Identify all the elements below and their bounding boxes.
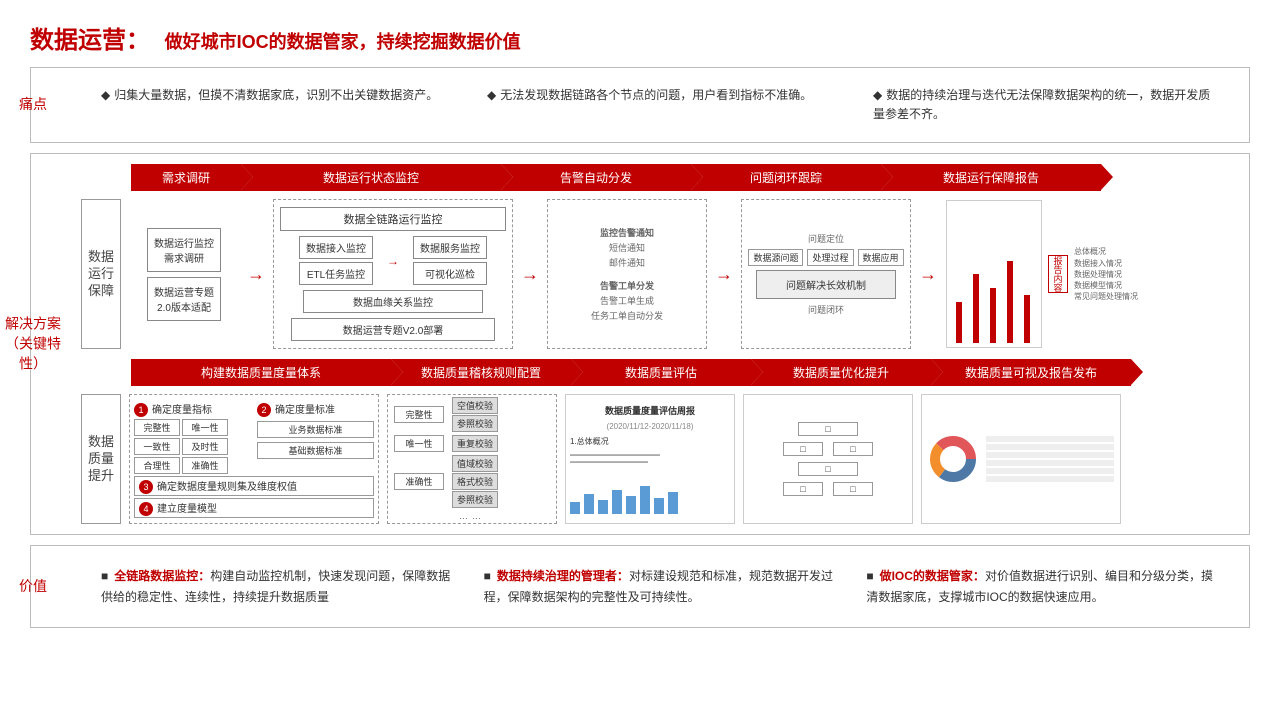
box: 处理过程 [807,249,853,266]
label: 告警工单生成 [600,294,654,307]
value-item: 全链路数据监控：构建自动监控机制，快速发现问题，保障数据供给的稳定性、连续性，持… [101,566,454,607]
label: 建立度量模型 [157,504,217,515]
box: 数据运营专题 2.0版本适配 [147,277,221,321]
metric-box: 完整性 [134,419,180,436]
label: 问题定位 [808,232,844,245]
arrow-step: 告警自动分发 [501,164,691,191]
report-sub: (2020/11/12-2020/11/18) [570,422,730,431]
label: 确定数据度量规则集及维度权值 [157,482,297,493]
label: 短信通知 [609,241,645,254]
track1-arrows: 需求调研数据运行状态监控告警自动分发问题闭环跟踪数据运行保障报告 [131,164,1239,191]
pain-item: 归集大量数据，但摸不清数据家底，识别不出关键数据资产。 [101,86,447,124]
metric-box: 合理性 [134,457,180,474]
track2-arrows: 构建数据质量度量体系数据质量稽核规则配置数据质量评估数据质量优化提升数据质量可视… [131,359,1239,386]
label: 1.总体概况 [570,436,609,447]
metric-box: 及时性 [182,438,228,455]
label: 任务工单自动分发 [591,309,663,322]
label: 邮件通知 [609,256,645,269]
page-title: 数据运营： 做好城市IOC的数据管家，持续挖掘数据价值 [30,20,1250,55]
arrow-icon: → [919,264,937,285]
metric-box: 一致性 [134,438,180,455]
arrow-step: 数据质量稽核规则配置 [391,359,571,386]
arrow-step: 数据运行状态监控 [241,164,501,191]
report-items: 总体概况数据接入情况数据处理情况数据模型情况常见问题处理情况 [1074,246,1144,302]
track1-body: 数据 运行 保障 数据运行监控 需求调研 数据运营专题 2.0版本适配 → 数据… [81,199,1239,349]
value-item: 做IOC的数据管家：对价值数据进行识别、编目和分级分类，摸清数据家底，支撑城市I… [866,566,1219,607]
arrow-step: 需求调研 [131,164,241,191]
box: 基础数据标准 [257,442,374,459]
arrow-step: 数据质量可视及报告发布 [931,359,1131,386]
label: 问题闭环 [808,303,844,316]
value-item: 数据持续治理的管理者：对标建设规范和标准，规范数据开发过程，保障数据架构的完整性… [484,566,837,607]
pain-section: 痛点 归集大量数据，但摸不清数据家底，识别不出关键数据资产。 无法发现数据链路各… [30,67,1250,143]
value-section: 价值 全链路数据监控：构建自动监控机制，快速发现问题，保障数据供给的稳定性、连续… [30,545,1250,628]
arrow-step: 构建数据质量度量体系 [131,359,391,386]
arrow-icon: → [715,264,733,285]
arrow-icon: → [247,264,265,285]
pain-item: 数据的持续治理与迭代无法保障数据架构的统一，数据开发质量参差不齐。 [873,86,1219,124]
donut-icon [928,434,978,484]
box: 数据源问题 [748,249,803,266]
report-side-label: 报告内容 [1048,255,1068,293]
label: 确定度量指标 [152,405,212,416]
track2-body: 数据 质量 提升 1确定度量指标 完整性唯一性一致性及时性合理性准确性 2确定度… [81,394,1239,524]
arrow-step: 问题闭环跟踪 [691,164,881,191]
solution-section: 解决方案 （关键特性） 需求调研数据运行状态监控告警自动分发问题闭环跟踪数据运行… [30,153,1250,535]
report-title: 数据质量度量评估周报 [570,404,730,417]
box: 数据应用 [858,249,904,266]
box: 数据服务监控 [413,236,487,259]
box: ETL任务监控 [299,262,373,285]
arrow-icon: → [521,264,539,285]
label: 告警工单分发 [600,279,654,292]
track2-vlabel: 数据 质量 提升 [81,394,121,524]
box: 数据血缘关系监控 [303,290,484,313]
arrow-step: 数据质量评估 [571,359,751,386]
title-main: 数据运营： [30,27,150,54]
pain-label: 痛点 [3,95,63,115]
solution-label: 解决方案 （关键特性） [3,315,63,374]
box: 数据接入监控 [299,236,373,259]
metric-box: 唯一性 [182,419,228,436]
arrow-step: 数据质量优化提升 [751,359,931,386]
box: 问题解决长效机制 [756,270,896,299]
label: 监控告警通知 [600,226,654,239]
arrow-step: 数据运行保障报告 [881,164,1101,191]
track1-vlabel: 数据 运行 保障 [81,199,121,349]
value-label: 价值 [3,577,63,597]
box: 数据全链路运行监控 [280,207,506,231]
title-sub: 做好城市IOC的数据管家，持续挖掘数据价值 [165,32,521,52]
metric-box: 准确性 [182,457,228,474]
box: 数据运营专题V2.0部署 [291,318,494,341]
report-chart [946,200,1042,348]
box: 业务数据标准 [257,421,374,438]
box: 可视化巡检 [413,262,487,285]
label: 确定度量标准 [275,405,335,416]
box: 数据运行监控 需求调研 [147,228,221,272]
pain-item: 无法发现数据链路各个节点的问题，用户看到指标不准确。 [487,86,833,124]
